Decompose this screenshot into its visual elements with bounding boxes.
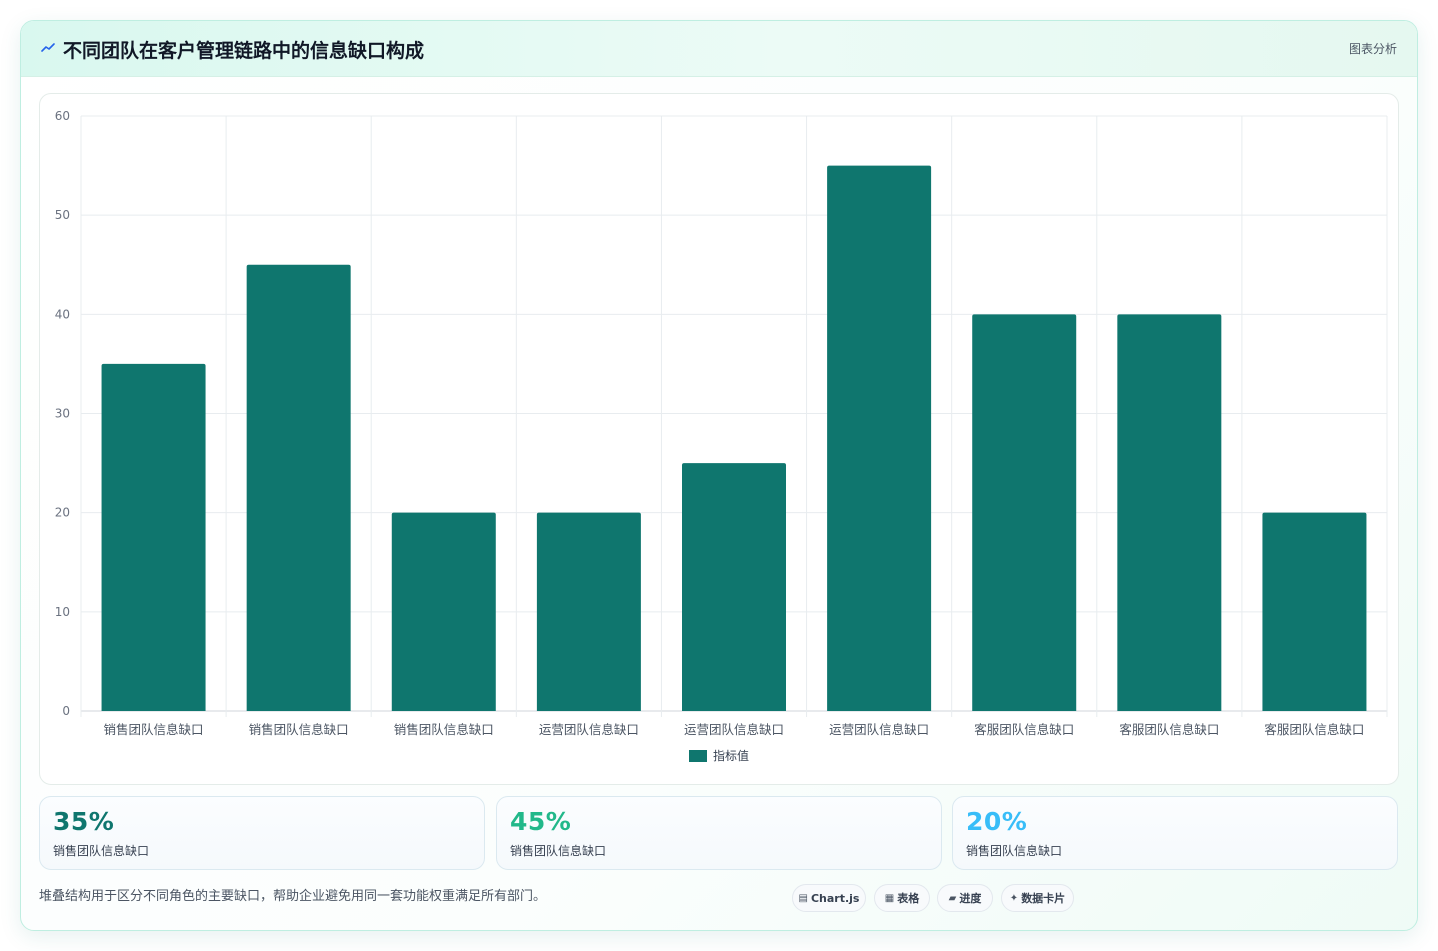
bar[interactable] — [1117, 314, 1222, 711]
chip-data-card[interactable]: ✦ 数据卡片 — [1001, 884, 1074, 912]
bar[interactable] — [391, 512, 496, 711]
stat-label: 销售团队信息缺口 — [53, 844, 150, 858]
bar[interactable] — [101, 363, 206, 711]
stat-label: 销售团队信息缺口 — [966, 844, 1063, 858]
legend: 指标值 — [689, 748, 749, 763]
x-tick-label: 客服团队信息缺口 — [1119, 722, 1219, 737]
page-title: 不同团队在客户管理链路中的信息缺口构成 — [63, 40, 425, 62]
y-tick-label: 50 — [55, 208, 70, 222]
bar-chart: 0 10 20 30 40 50 60 销售团队信息缺口 销售团队信息缺口 销售团队信息缺口 运营团… — [55, 109, 1388, 763]
stat-label: 销售团队信息缺口 — [510, 844, 607, 858]
x-tick-label: 销售团队信息缺口 — [249, 722, 349, 737]
chip-label: 表格 — [897, 892, 920, 905]
stat-card-3: 20% 销售团队信息缺口 — [952, 796, 1398, 870]
y-tick-label: 20 — [55, 506, 70, 520]
bar[interactable] — [972, 314, 1077, 711]
stat-card-1: 35% 销售团队信息缺口 — [39, 796, 485, 870]
chip-label: 数据卡片 — [1021, 892, 1066, 905]
x-tick-label: 销售团队信息缺口 — [104, 722, 204, 737]
x-tick-label: 运营团队信息缺口 — [684, 722, 784, 737]
y-tick-label: 0 — [62, 704, 70, 718]
chip-chartjs[interactable]: ▤ Chart.js — [792, 884, 866, 912]
stat-card-2: 45% 销售团队信息缺口 — [496, 796, 942, 870]
x-tick-label: 运营团队信息缺口 — [829, 722, 929, 737]
chart-panel: 0 10 20 30 40 50 60 销售团队信息缺口 销售团队信息缺口 销售团队信息缺口 运营团… — [39, 93, 1399, 785]
x-tick-label: 销售团队信息缺口 — [394, 722, 494, 737]
chip-progress[interactable]: ▰ 进度 — [937, 884, 993, 912]
axis-layer: 0 10 20 30 40 50 60 销售团队信息缺口 销售团队信息缺口 销售团队信息缺口 运营团… — [55, 109, 1365, 737]
bar-layer — [101, 165, 1367, 711]
chip-label: 进度 — [959, 892, 982, 905]
chart-icon: ▤ — [798, 892, 808, 904]
y-tick-label: 60 — [55, 109, 70, 123]
y-tick-label: 40 — [55, 307, 70, 321]
card-icon: ✦ — [1009, 892, 1019, 904]
x-tick-label: 运营团队信息缺口 — [539, 722, 639, 737]
stat-value: 45% — [510, 807, 572, 836]
chip-table[interactable]: ▦ 表格 — [874, 884, 930, 912]
table-icon: ▦ — [884, 892, 895, 904]
chip-label: Chart.js — [810, 891, 860, 905]
chart-spark-icon — [41, 43, 55, 52]
stat-value: 35% — [53, 807, 115, 836]
footnote: 堆叠结构用于区分不同角色的主要缺口，帮助企业避免用同一套功能权重满足所有部门。 — [39, 889, 547, 904]
y-tick-label: 30 — [55, 407, 70, 421]
chart-card: 不同团队在客户管理链路中的信息缺口构成 图表分析 0 10 20 30 40 50 60 销售… — [20, 20, 1418, 931]
y-tick-label: 10 — [55, 605, 70, 619]
progress-icon: ▰ — [948, 892, 957, 904]
bar[interactable] — [1262, 512, 1367, 711]
chart-analysis-tag: 图表分析 — [1348, 42, 1397, 56]
legend-swatch — [689, 750, 707, 762]
bar[interactable] — [827, 165, 932, 711]
card-header: 不同团队在客户管理链路中的信息缺口构成 图表分析 — [21, 21, 1417, 77]
x-tick-label: 客服团队信息缺口 — [974, 722, 1074, 737]
bar[interactable] — [536, 512, 641, 711]
legend-label: 指标值 — [713, 748, 749, 763]
x-tick-label: 客服团队信息缺口 — [1264, 722, 1364, 737]
bar[interactable] — [682, 463, 786, 711]
stat-value: 20% — [966, 807, 1028, 836]
bar[interactable] — [246, 264, 351, 711]
